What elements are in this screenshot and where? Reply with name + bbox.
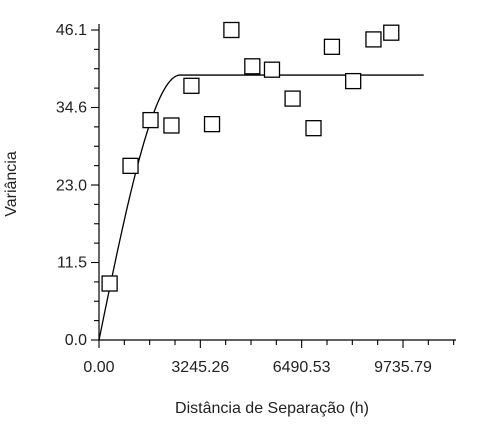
data-point [101,275,118,292]
data-point [284,90,301,107]
x-tick-label: 9735.79 [374,359,432,376]
data-point [323,38,341,55]
axis-tick-labels: 0.00 3245.26 6490.53 9735.79 0.0 11.5 23.0 34.6… [56,22,432,376]
y-axis-title: Variância [3,151,20,217]
y-tick-label: 11.5 [57,255,87,272]
data-point [383,24,400,41]
y-tick-label: 34.6 [56,99,87,116]
data-point [305,120,322,137]
data-point [203,115,221,133]
data-point [345,72,362,90]
data-point [244,58,261,75]
data-point [142,111,159,129]
x-tick-label: 6490.53 [273,359,331,376]
data-points [101,21,400,292]
data-point [223,21,240,39]
plot-axes [98,24,456,341]
data-point [365,31,382,48]
x-axis-title: Distância de Separação (h) [175,400,369,417]
data-point [183,77,200,94]
axis-ticks [91,29,455,348]
data-point [263,61,281,78]
x-tick-label: 3245.26 [171,359,229,376]
y-tick-label: 0.0 [65,332,87,349]
y-tick-label: 23.0 [56,177,87,194]
data-point [122,157,139,174]
data-point [163,117,180,134]
x-tick-label: 0.00 [83,359,114,376]
y-tick-label: 46.1 [56,22,87,39]
